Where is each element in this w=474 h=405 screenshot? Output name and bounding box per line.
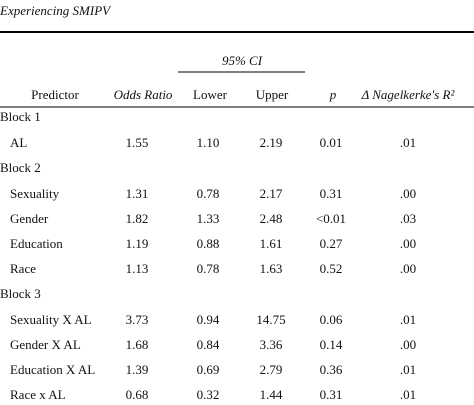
cell: <0.01: [316, 211, 346, 226]
cell: 2.48: [260, 211, 283, 226]
column-header: Odds Ratio: [114, 87, 173, 102]
column-header: Lower: [193, 87, 228, 102]
cell: 1.13: [126, 261, 149, 276]
cell: 0.52: [320, 261, 343, 276]
cell: 0.31: [320, 387, 343, 402]
predictor: Race: [10, 261, 36, 276]
cell: 0.36: [320, 362, 343, 377]
cell: .03: [400, 211, 416, 226]
group-label: Block 3: [0, 286, 41, 301]
cell: 1.31: [126, 186, 149, 201]
cell: .00: [400, 261, 416, 276]
cell: 0.14: [320, 337, 343, 352]
cell: 1.63: [260, 261, 283, 276]
cell: 0.27: [320, 236, 343, 251]
group-label: Block 2: [0, 160, 41, 175]
column-header: Upper: [256, 87, 289, 102]
cell: .00: [400, 337, 416, 352]
predictor: Sexuality: [10, 186, 60, 201]
cell: 0.94: [197, 312, 220, 327]
column-header: Predictor: [31, 87, 79, 102]
column-header: Δ Nagelkerke's R²: [361, 87, 456, 102]
cell: .01: [400, 362, 416, 377]
cell: 0.69: [197, 362, 220, 377]
cell: 0.32: [197, 387, 220, 402]
cell: 3.36: [260, 337, 283, 352]
cell: .00: [400, 236, 416, 251]
predictor: Education X AL: [10, 362, 95, 377]
cell: 0.78: [197, 186, 220, 201]
cell: 0.84: [197, 337, 220, 352]
cell: 1.82: [126, 211, 149, 226]
predictor: Race x AL: [10, 387, 66, 402]
cell: 1.33: [197, 211, 220, 226]
predictor: AL: [10, 135, 27, 150]
column-header: p: [329, 87, 337, 102]
predictor: Education: [10, 236, 63, 251]
cell: 0.06: [320, 312, 343, 327]
cell: 0.78: [197, 261, 220, 276]
cell: 2.19: [260, 135, 283, 150]
cell: 14.75: [256, 312, 285, 327]
predictor: Gender X AL: [10, 337, 81, 352]
cell: 1.39: [126, 362, 149, 377]
cell: 1.10: [197, 135, 220, 150]
cell: 2.17: [260, 186, 283, 201]
cell: 0.31: [320, 186, 343, 201]
cell: 3.73: [126, 312, 149, 327]
cell: 0.68: [126, 387, 149, 402]
ci-header: 95% CI: [222, 53, 263, 68]
cell: .01: [400, 387, 416, 402]
cell: 0.88: [197, 236, 220, 251]
cell: 1.61: [260, 236, 283, 251]
cell: .01: [400, 135, 416, 150]
cell: 1.55: [126, 135, 149, 150]
cell: 1.19: [126, 236, 149, 251]
cell: 0.01: [320, 135, 343, 150]
cell: 1.44: [260, 387, 283, 402]
cell: .01: [400, 312, 416, 327]
cell: 2.79: [260, 362, 283, 377]
cell: 1.68: [126, 337, 149, 352]
table-title: Experiencing SMIPV: [0, 3, 112, 18]
predictor: Gender: [10, 211, 49, 226]
cell: .00: [400, 186, 416, 201]
group-label: Block 1: [0, 109, 41, 124]
predictor: Sexuality X AL: [10, 312, 92, 327]
